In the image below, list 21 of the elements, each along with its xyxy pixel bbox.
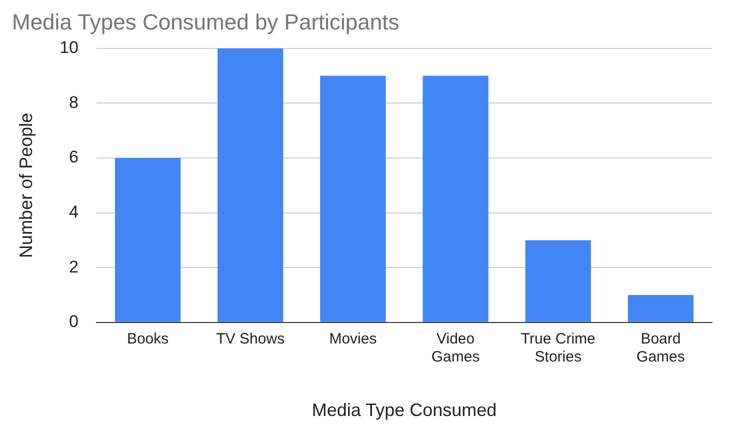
x-tick-label: Board Games	[636, 330, 685, 366]
x-tick-label: Video Games	[431, 330, 480, 366]
y-tick-label: 4	[69, 202, 79, 222]
y-tick-label: 8	[69, 92, 79, 112]
y-tick-label: 2	[69, 257, 79, 276]
bar	[525, 240, 591, 322]
y-tick-label: 0	[69, 312, 79, 332]
x-tick-label: Books	[126, 330, 169, 348]
x-tick-label: Movies	[329, 330, 377, 348]
y-tick-label: 6	[69, 148, 79, 167]
bar	[628, 295, 694, 322]
y-axis-title: Number of People	[16, 112, 36, 258]
bar	[114, 158, 181, 322]
chart-title: Media Types Consumed by Participants	[12, 9, 400, 34]
x-axis-title: Media Type Consumed	[312, 400, 497, 420]
x-tick-label: TV Shows	[216, 330, 285, 348]
bar	[320, 76, 386, 322]
x-tick-label: True Crime Stories	[520, 330, 596, 366]
bar	[218, 48, 284, 322]
y-tick-label: 10	[60, 38, 79, 58]
bar	[422, 76, 488, 322]
